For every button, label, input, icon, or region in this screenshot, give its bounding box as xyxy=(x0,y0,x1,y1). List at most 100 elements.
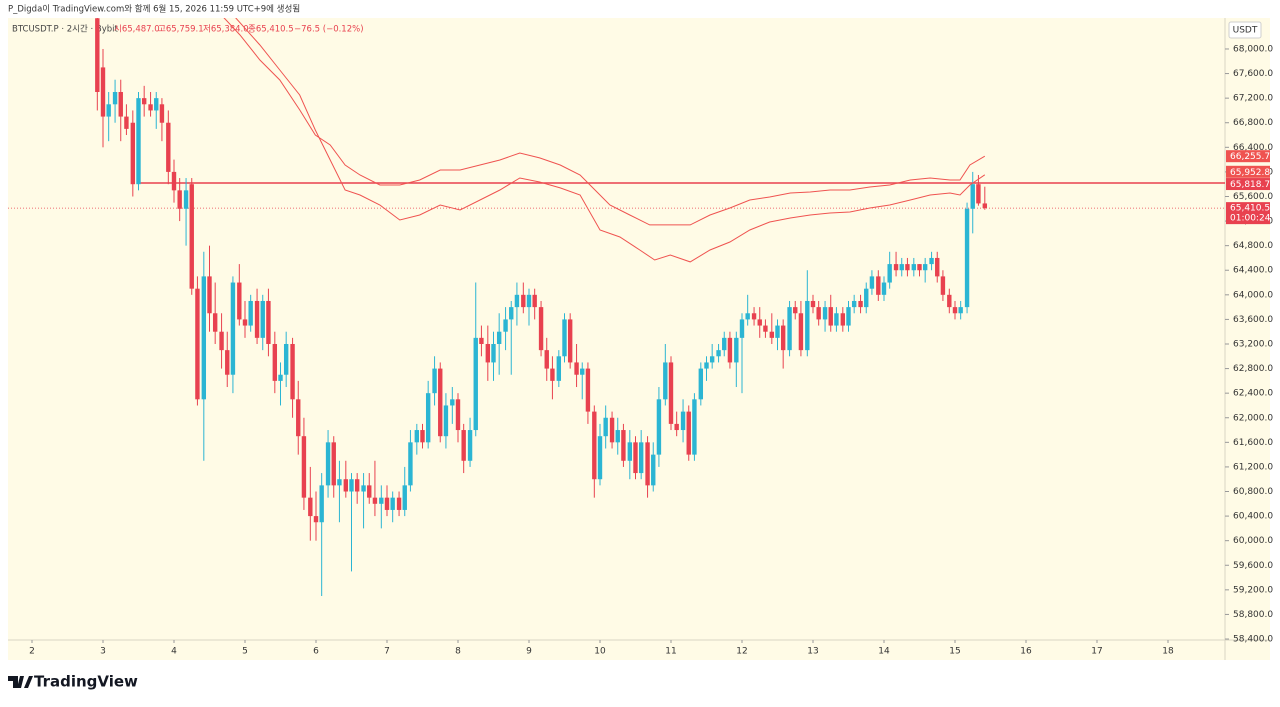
candle-body xyxy=(603,417,608,437)
y-tick-label: 60,000.0 xyxy=(1233,536,1273,546)
candle-body xyxy=(580,368,585,375)
candle-body xyxy=(509,307,514,320)
candle-body xyxy=(805,300,810,351)
candle-body xyxy=(467,430,473,461)
x-tick-label: 8 xyxy=(455,647,461,657)
candle-body xyxy=(278,374,283,381)
candle-body xyxy=(425,393,431,443)
candle-body xyxy=(455,399,461,431)
candle-body xyxy=(887,264,892,283)
candle-body xyxy=(521,294,526,308)
countdown: 01:00:24 xyxy=(1230,214,1271,224)
candle-body xyxy=(621,430,626,461)
legend-change: −76.5 (−0.12%) xyxy=(294,25,364,35)
candle-body xyxy=(171,171,177,191)
candle-body xyxy=(828,307,833,326)
x-tick-label: 2 xyxy=(29,647,35,657)
candle-body xyxy=(922,264,928,271)
candle-body xyxy=(822,307,828,320)
currency: USDT xyxy=(1233,26,1258,36)
candle-body xyxy=(177,190,182,209)
y-tick-label: 62,800.0 xyxy=(1233,364,1273,374)
candle-body xyxy=(698,368,704,400)
candle-body xyxy=(970,184,975,209)
candle-body xyxy=(810,300,816,308)
candle-body xyxy=(367,485,372,498)
candle-body xyxy=(296,399,301,437)
envelope-tag-box xyxy=(1226,165,1270,178)
credit: P_Digda이 TradingView.com와 함께 6월 15, 2026… xyxy=(8,4,300,15)
candle-body xyxy=(514,294,520,308)
y-tick-label: 59,600.0 xyxy=(1233,561,1273,571)
candle-body xyxy=(704,362,709,369)
envelope-tag: 66,255.7 xyxy=(1230,152,1270,162)
candle-body xyxy=(461,430,466,461)
candle-body xyxy=(787,307,792,351)
candle-body xyxy=(851,300,857,308)
candle-body xyxy=(881,282,887,295)
candle-body xyxy=(100,67,106,117)
hline-tag-box xyxy=(1226,178,1270,191)
y-tick-label: 60,400.0 xyxy=(1233,512,1273,522)
hline-tag-group: 65,818.7 xyxy=(1226,178,1270,191)
y-tick-label: 59,200.0 xyxy=(1233,585,1273,595)
x-tick-label: 6 xyxy=(313,647,319,657)
candle-body xyxy=(308,497,313,517)
candle-body xyxy=(485,343,491,363)
candle-body xyxy=(609,417,615,443)
candle-body xyxy=(283,343,289,375)
candle-body xyxy=(645,442,650,486)
candle-body xyxy=(751,313,757,320)
candle-body xyxy=(130,122,136,185)
chart-background xyxy=(8,18,1270,660)
candle-body xyxy=(780,325,786,351)
candle-body xyxy=(319,485,324,523)
legend-low: 저65,384.0 xyxy=(203,25,249,35)
candle-body xyxy=(248,300,253,326)
candle-body xyxy=(893,264,899,271)
candle-body xyxy=(432,368,437,394)
y-tick-label: 67,600.0 xyxy=(1233,69,1273,79)
y-tick-label: 66,800.0 xyxy=(1233,118,1273,128)
candle-body xyxy=(722,337,727,351)
candle-body xyxy=(567,319,573,363)
candle-body xyxy=(390,497,395,510)
candle-body xyxy=(159,104,165,123)
candle-body xyxy=(680,411,686,431)
candle-body xyxy=(313,516,319,523)
candle-body xyxy=(420,430,425,443)
x-tick-label: 18 xyxy=(1162,647,1174,657)
candle-body xyxy=(189,184,194,289)
candle-body xyxy=(325,442,331,486)
candle-body xyxy=(414,430,420,443)
candle-body xyxy=(503,319,508,332)
candle-body xyxy=(562,319,567,357)
legend-high: 고65,759.1 xyxy=(158,25,204,35)
candle-body xyxy=(166,122,171,172)
candle-body xyxy=(952,307,958,314)
candle-body xyxy=(254,300,260,338)
candle-body xyxy=(692,399,697,455)
candle-body xyxy=(349,479,354,492)
candle-body xyxy=(929,257,934,265)
candle-body xyxy=(402,485,407,510)
candle-body xyxy=(183,190,189,209)
candle-body xyxy=(106,104,111,117)
y-tick-label: 64,000.0 xyxy=(1233,290,1273,300)
candle-body xyxy=(769,331,775,338)
x-tick-label: 11 xyxy=(665,647,676,657)
candle-body xyxy=(709,356,715,363)
candle-body xyxy=(763,325,768,332)
candle-body xyxy=(864,288,869,308)
candle-body xyxy=(136,98,141,185)
y-tick-label: 64,800.0 xyxy=(1233,241,1273,251)
candle-body xyxy=(757,319,762,326)
candle-body xyxy=(686,411,691,455)
y-tick-label: 61,600.0 xyxy=(1233,438,1273,448)
candle-body xyxy=(876,276,881,295)
candle-body xyxy=(372,497,378,504)
candle-body xyxy=(899,264,904,271)
candle-body xyxy=(544,350,549,369)
candle-body xyxy=(727,337,733,363)
candle-body xyxy=(195,288,200,400)
